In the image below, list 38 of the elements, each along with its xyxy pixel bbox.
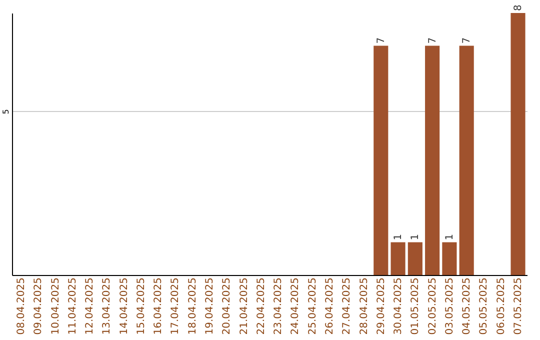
data-label: 1 [393, 234, 404, 240]
data-label: 1 [410, 234, 422, 240]
x-tick-label: 04.05.2025 [462, 278, 473, 335]
x-tick-label: 13.04.2025 [102, 278, 113, 335]
x-tick-label: 25.04.2025 [307, 278, 318, 335]
data-label: 7 [376, 37, 387, 44]
x-tick-label: 06.05.2025 [496, 278, 507, 335]
x-tick-label: 17.04.2025 [170, 278, 182, 335]
x-tick-label: 20.04.2025 [222, 278, 233, 335]
data-label: 7 [462, 37, 473, 44]
x-tick-label: 10.04.2025 [50, 278, 62, 335]
x-tick-label: 22.04.2025 [256, 278, 267, 335]
x-tick-label: 21.04.2025 [238, 278, 250, 335]
x-tick-label: 29.04.2025 [376, 278, 387, 335]
x-tick-label: 09.04.2025 [33, 278, 44, 335]
x-tick-label: 11.04.2025 [67, 278, 78, 335]
x-tick-label: 12.04.2025 [84, 278, 96, 335]
x-tick-label: 16.04.2025 [153, 278, 164, 335]
data-label: 7 [427, 37, 438, 44]
x-tick-label: 07.05.2025 [513, 278, 524, 335]
data-label: 8 [513, 4, 524, 11]
x-tick-label: 18.04.2025 [187, 278, 198, 335]
x-tick-label: 19.04.2025 [204, 278, 216, 335]
x-tick-label: 14.04.2025 [118, 278, 130, 335]
x-tick-label: 24.04.2025 [290, 278, 302, 335]
x-tick-label: 05.05.2025 [478, 278, 490, 335]
x-tick-label: 27.04.2025 [342, 278, 353, 335]
x-tick-label: 15.04.2025 [136, 278, 147, 335]
x-tick-label: 28.04.2025 [358, 278, 370, 335]
x-tick-label: 01.05.2025 [410, 278, 422, 335]
x-tick-label: 26.04.2025 [324, 278, 336, 335]
x-tick-label: 02.05.2025 [427, 278, 438, 335]
y-tick-label: 5 [2, 109, 10, 114]
x-tick-label: 03.05.2025 [444, 278, 456, 335]
x-tick-label: 08.04.2025 [16, 278, 27, 335]
x-tick-label: 30.04.2025 [393, 278, 404, 335]
data-label: 1 [444, 234, 456, 240]
x-tick-label: 23.04.2025 [273, 278, 284, 335]
